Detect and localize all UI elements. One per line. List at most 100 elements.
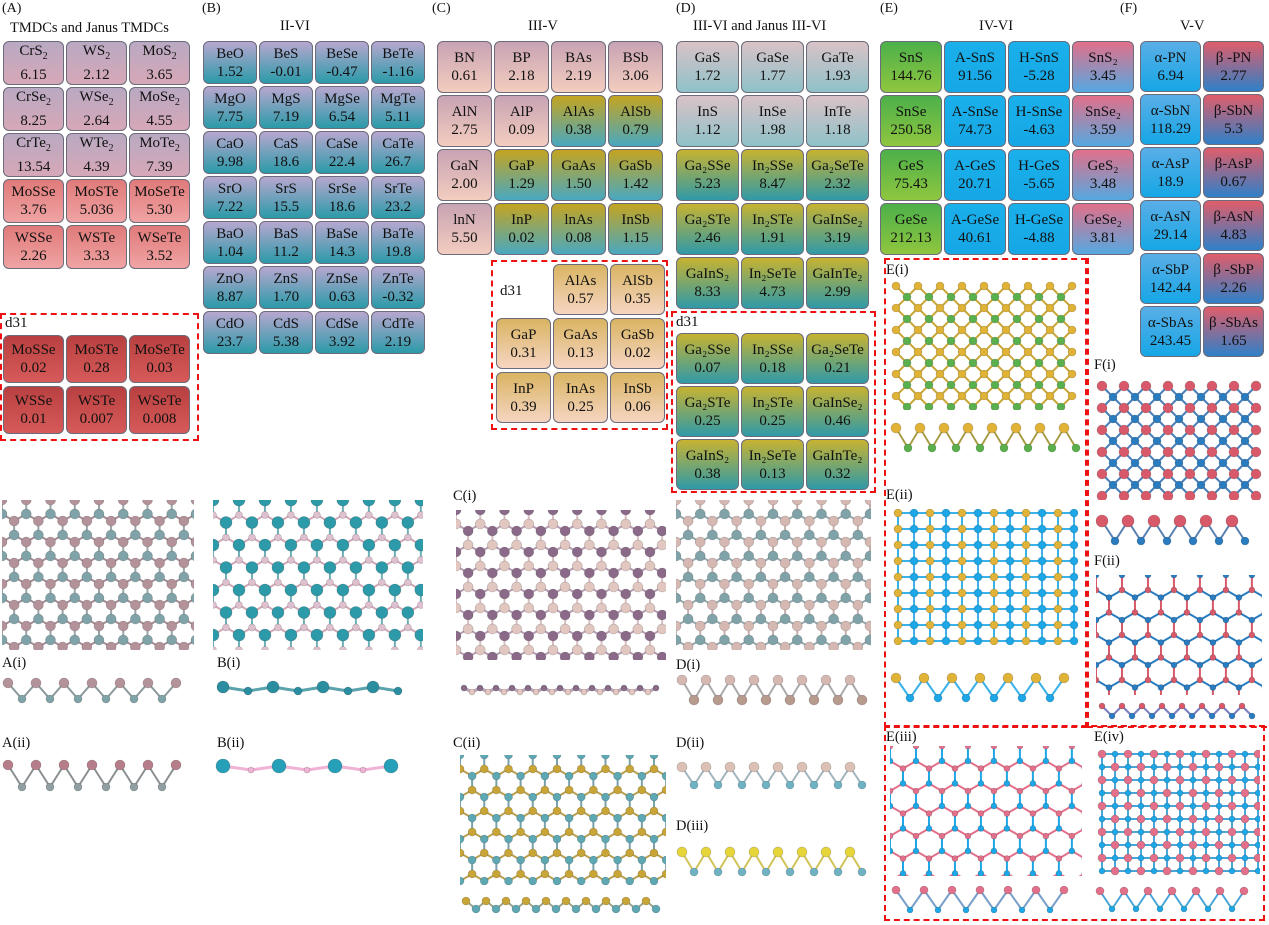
atom bbox=[511, 623, 522, 635]
atom bbox=[1045, 325, 1055, 335]
atom bbox=[957, 369, 967, 379]
atom bbox=[957, 524, 967, 534]
atom bbox=[170, 677, 182, 689]
atom bbox=[1069, 540, 1079, 550]
atom bbox=[1031, 885, 1041, 895]
cell-formula: MoSe2 bbox=[139, 89, 180, 108]
atom bbox=[1201, 775, 1211, 785]
atom bbox=[1227, 749, 1237, 759]
atom bbox=[1097, 775, 1107, 785]
cell-value: 8.25 bbox=[20, 113, 47, 129]
cell-formula: BAs bbox=[565, 50, 592, 66]
atom bbox=[232, 628, 246, 642]
atom bbox=[676, 508, 682, 520]
atom bbox=[1037, 508, 1047, 518]
cell-f-1-1: β-SbN 5.3 bbox=[1203, 94, 1264, 145]
atom bbox=[989, 636, 999, 645]
atom bbox=[1058, 422, 1070, 434]
atom bbox=[1184, 490, 1196, 500]
atom bbox=[890, 802, 894, 810]
atom bbox=[1174, 458, 1184, 468]
cell-formula: CaS bbox=[273, 135, 299, 152]
atom bbox=[1053, 620, 1063, 630]
cell-a-3-2: MoSeTe 5.30 bbox=[129, 179, 190, 223]
cell-formula: GaInS₂ bbox=[685, 447, 730, 464]
atom bbox=[601, 755, 610, 760]
atom bbox=[33, 571, 44, 583]
atom bbox=[576, 792, 586, 802]
atom bbox=[1175, 827, 1185, 837]
atom bbox=[157, 782, 167, 792]
cell-d-3-2: GaInSe₂ 3.19 bbox=[806, 203, 869, 255]
atom bbox=[30, 759, 42, 771]
atom bbox=[166, 620, 178, 632]
atom bbox=[935, 281, 945, 291]
cell-value: 15.5 bbox=[272, 198, 300, 215]
atom bbox=[504, 806, 513, 816]
atom bbox=[1096, 380, 1108, 392]
atom bbox=[1140, 402, 1152, 414]
cell-value: 7.19 bbox=[272, 108, 300, 125]
cell-c-0-1: BP 2.18 bbox=[494, 41, 549, 93]
atom bbox=[1042, 757, 1050, 765]
atom bbox=[964, 787, 972, 795]
atom bbox=[69, 634, 81, 646]
cell-formula: H-SnS bbox=[1018, 50, 1059, 66]
atom bbox=[1162, 490, 1174, 500]
atom bbox=[1069, 588, 1079, 598]
atom bbox=[828, 529, 839, 541]
cell-formula: GeS bbox=[898, 158, 924, 174]
cell-e-2-3: GeS₂ 3.48 bbox=[1072, 149, 1134, 201]
cell-formula: ZnSe bbox=[326, 270, 358, 287]
atom bbox=[925, 810, 933, 817]
atom bbox=[1034, 380, 1044, 390]
atom bbox=[219, 606, 233, 619]
atom bbox=[1111, 802, 1119, 810]
atom bbox=[1140, 446, 1152, 458]
atom bbox=[767, 508, 779, 520]
atom bbox=[516, 855, 525, 865]
atom bbox=[20, 634, 32, 646]
cell-formula: BeS bbox=[273, 45, 299, 62]
atom bbox=[1097, 827, 1107, 837]
atom bbox=[129, 694, 139, 704]
cell-formula: WSeTe bbox=[137, 230, 182, 246]
atom bbox=[833, 867, 843, 877]
atom bbox=[1029, 855, 1037, 862]
atom bbox=[8, 613, 20, 625]
atom bbox=[352, 578, 360, 587]
atom bbox=[45, 500, 56, 506]
atom bbox=[235, 601, 243, 609]
atom bbox=[365, 646, 373, 650]
atom bbox=[743, 620, 755, 632]
cell-value: 0.02 bbox=[20, 360, 47, 376]
atom bbox=[1228, 468, 1240, 480]
atom bbox=[999, 443, 1009, 453]
atom bbox=[521, 896, 531, 906]
atom bbox=[561, 896, 571, 906]
cell-formula: SnSe₂ bbox=[1084, 104, 1122, 120]
atom bbox=[576, 876, 586, 885]
atom bbox=[266, 680, 280, 694]
atom bbox=[1175, 801, 1185, 811]
atom bbox=[909, 572, 919, 582]
atom bbox=[584, 651, 595, 660]
atom bbox=[977, 780, 985, 787]
atom bbox=[327, 758, 343, 774]
atom bbox=[957, 572, 967, 582]
atom bbox=[1136, 866, 1146, 876]
cell-formula: β-AsP bbox=[1214, 155, 1253, 172]
atom bbox=[117, 500, 129, 506]
atom bbox=[523, 602, 535, 614]
cell-b-5-2: ZnSe 0.63 bbox=[315, 266, 369, 309]
atom bbox=[893, 588, 903, 598]
atom bbox=[391, 646, 399, 650]
atom bbox=[287, 511, 295, 519]
atom bbox=[460, 792, 465, 802]
cell-value: 8.47 bbox=[759, 176, 786, 192]
atom bbox=[649, 834, 659, 844]
atom bbox=[682, 571, 694, 583]
atom bbox=[1239, 886, 1249, 896]
atom bbox=[719, 550, 730, 562]
cell-formula: In₂SeTe bbox=[748, 447, 797, 464]
